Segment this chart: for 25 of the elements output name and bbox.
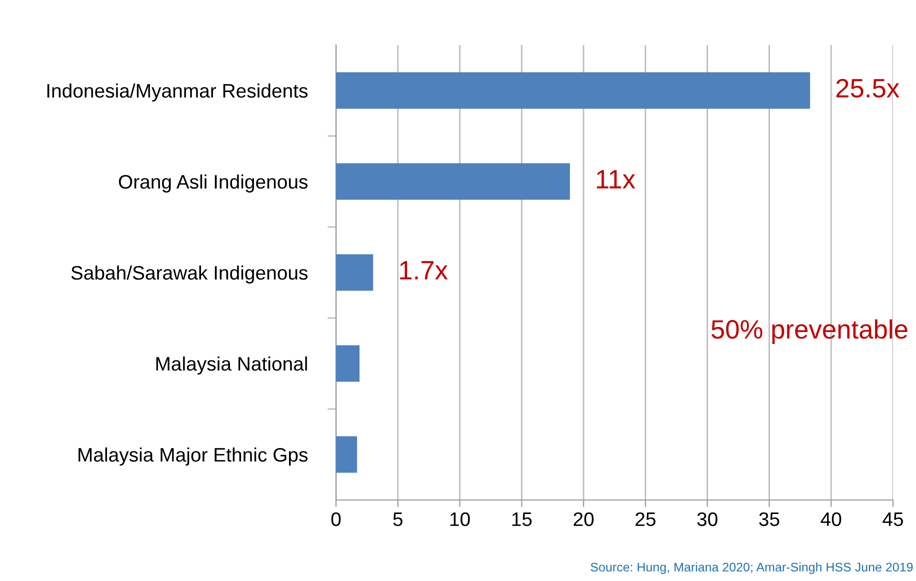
x-tick-label: 30 bbox=[697, 512, 718, 526]
x-tick-label: 0 bbox=[331, 512, 341, 526]
bar bbox=[336, 345, 360, 382]
x-tick-label: 15 bbox=[512, 512, 532, 526]
x-tick-label: 5 bbox=[393, 512, 402, 526]
x-tick-label: 10 bbox=[450, 512, 470, 526]
source-note: Source: Hung, Mariana 2020; Amar-Singh HSS June 2019 bbox=[590, 562, 913, 574]
y-tick-label: Indonesia/Myanmar Residents bbox=[47, 83, 308, 102]
x-tick-label: 40 bbox=[820, 512, 842, 526]
y-tick-label: Orang Asli Indigenous bbox=[118, 174, 308, 193]
annotation: 1.7x bbox=[400, 261, 448, 280]
x-tick-label: 20 bbox=[574, 512, 594, 526]
x-tick-label: 45 bbox=[882, 512, 903, 526]
x-tick-label: 35 bbox=[759, 512, 780, 526]
y-tick-label: Malaysia Major Ethnic Gps bbox=[78, 447, 308, 466]
bar bbox=[336, 163, 570, 200]
x-tick-label: 25 bbox=[636, 512, 656, 526]
annotation: 50% preventable bbox=[711, 319, 908, 344]
y-tick-label: Sabah/Sarawak Indigenous bbox=[71, 265, 308, 284]
y-tick-label: Malaysia National bbox=[156, 356, 307, 375]
bar bbox=[336, 72, 810, 109]
annotation: 25.5x bbox=[836, 78, 900, 98]
bar bbox=[336, 254, 374, 291]
annotation: 11x bbox=[596, 170, 636, 188]
bar bbox=[336, 436, 358, 473]
